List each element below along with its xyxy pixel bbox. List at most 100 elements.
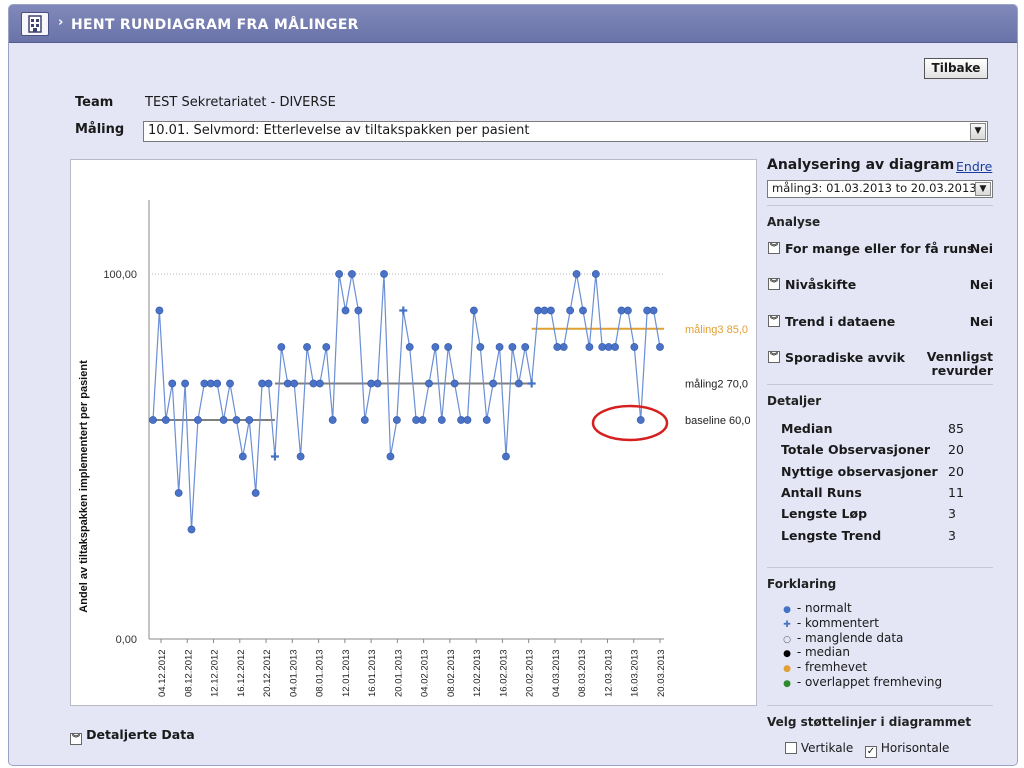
details-label: Lengste Løp [781, 506, 868, 522]
legend-marker-icon: ● [783, 664, 791, 675]
data-point [245, 416, 254, 424]
data-point [155, 306, 164, 315]
x-tick-label: 16.12.2012 [236, 649, 247, 697]
data-point [315, 379, 324, 388]
x-tick-label: 04.03.2013 [551, 649, 562, 697]
data-point [251, 489, 260, 497]
data-point [232, 416, 241, 424]
back-button[interactable]: Tilbake [924, 58, 988, 79]
x-tick-label: 08.03.2013 [577, 649, 588, 697]
data-point [437, 416, 446, 424]
analysis-item-value: Nei [969, 314, 993, 329]
series-line [152, 273, 661, 530]
title-bar: › HENT RUNDIAGRAM FRA MÅLINGER [9, 5, 1017, 43]
data-point [514, 379, 523, 388]
y-tick-label: 0,00 [116, 634, 137, 646]
reference-line-label: måling3 85,0 [685, 324, 748, 336]
data-point [264, 379, 273, 388]
legend-text: - normalt [793, 601, 852, 615]
chevron-down-icon[interactable]: ▼ [970, 123, 986, 140]
analysis-item-label: Trend i dataene [785, 314, 896, 329]
legend-text: - overlappet fremheving [793, 675, 943, 689]
vertical-label: Vertikale [800, 741, 854, 755]
legend-marker-icon: ● [783, 649, 791, 660]
analysis-item-value: Nei [969, 277, 993, 292]
data-point [502, 452, 510, 461]
vertical-checkbox-row[interactable]: Vertikale [785, 741, 853, 755]
data-point [168, 379, 177, 388]
data-point [181, 379, 189, 388]
data-point [450, 379, 459, 388]
data-point [335, 270, 344, 278]
data-point [572, 270, 581, 278]
horizontal-checkbox-row[interactable]: ✓ Horisontale [865, 741, 949, 758]
data-point [277, 343, 286, 351]
data-point [636, 416, 645, 424]
details-value: 3 [948, 506, 956, 522]
x-tick-label: 20.12.2012 [262, 649, 273, 697]
x-tick-label: 04.01.2013 [288, 649, 299, 697]
x-tick-label: 08.12.2012 [183, 649, 194, 697]
reference-line-label: baseline 60,0 [685, 415, 750, 427]
horizontal-checkbox[interactable]: ✓ [865, 746, 877, 758]
vertical-checkbox[interactable] [785, 742, 797, 754]
data-point [431, 343, 440, 351]
data-point [405, 343, 414, 351]
data-point [495, 343, 504, 351]
analysis-title: Analysering av diagram [767, 157, 955, 173]
main-window: › HENT RUNDIAGRAM FRA MÅLINGER Tilbake T… [8, 4, 1018, 766]
data-point [624, 306, 632, 315]
data-point [489, 379, 498, 388]
legend-item: ○ - manglende data [781, 631, 903, 645]
x-tick-label: 12.12.2012 [210, 649, 221, 697]
legend-text: - median [793, 645, 850, 660]
support-lines-title: Velg støttelinjer i diagrammet [767, 715, 972, 729]
data-point [328, 416, 337, 424]
details-value: 11 [948, 484, 964, 500]
run-chart-panel: 0,00 100,00 Andel av tiltakspakken impleme… [70, 159, 757, 706]
data-point [386, 452, 395, 461]
x-tick-label: 12.03.2013 [603, 649, 614, 697]
details-label: Median [781, 421, 833, 436]
x-tick-label: 20.03.2013 [656, 649, 667, 697]
divider [767, 705, 993, 706]
data-point [482, 416, 491, 424]
analysis-panel: Analysering av diagram Endre måling3: 01… [767, 155, 999, 765]
chevron-down-icon[interactable]: ▼ [975, 182, 991, 196]
x-tick-label: 08.02.2013 [446, 649, 457, 697]
chevron-right-icon: › [58, 15, 64, 30]
x-tick-label: 08.01.2013 [315, 649, 326, 697]
data-point [591, 270, 600, 278]
data-point [585, 343, 594, 351]
x-tick-label: 04.02.2013 [420, 649, 431, 697]
details-title: Detaljer [767, 394, 822, 408]
data-point-commented [527, 379, 536, 388]
data-point [373, 379, 382, 388]
details-value: 20 [948, 442, 964, 458]
x-tick-label: 12.01.2013 [341, 649, 352, 697]
data-point [354, 306, 363, 315]
detailed-data-toggle[interactable]: ︾ Detaljerte Data [70, 727, 195, 745]
data-point [322, 343, 331, 351]
measure-select[interactable]: 10.01. Selvmord: Etterlevelse av tiltaks… [143, 121, 988, 142]
y-axis-label: Andel av tiltakspakken implementert per … [78, 360, 90, 613]
data-point [161, 416, 170, 424]
legend-text: - fremhevet [793, 660, 868, 675]
divider [767, 567, 993, 568]
data-point [463, 416, 472, 424]
legend-item: ● - median [781, 645, 850, 659]
period-select[interactable]: måling3: 01.03.2013 to 20.03.2013 ▼ [767, 180, 993, 198]
data-point [187, 525, 196, 534]
change-link[interactable]: Endre [956, 159, 993, 174]
data-point [656, 343, 664, 351]
page-title: HENT RUNDIAGRAM FRA MÅLINGER [71, 17, 359, 33]
legend-item: ✚ - kommentert [781, 616, 879, 630]
measure-label: Måling [75, 122, 125, 137]
legend-item: ● - normalt [781, 601, 852, 615]
data-point [149, 416, 157, 424]
expand-icon: ︾ [768, 351, 780, 363]
legend-marker-icon: ✚ [783, 619, 791, 630]
expand-icon: ︾ [768, 278, 780, 290]
measure-select-value: 10.01. Selvmord: Etterlevelse av tiltaks… [148, 123, 530, 138]
analysis-section-label: Analyse [767, 215, 821, 229]
